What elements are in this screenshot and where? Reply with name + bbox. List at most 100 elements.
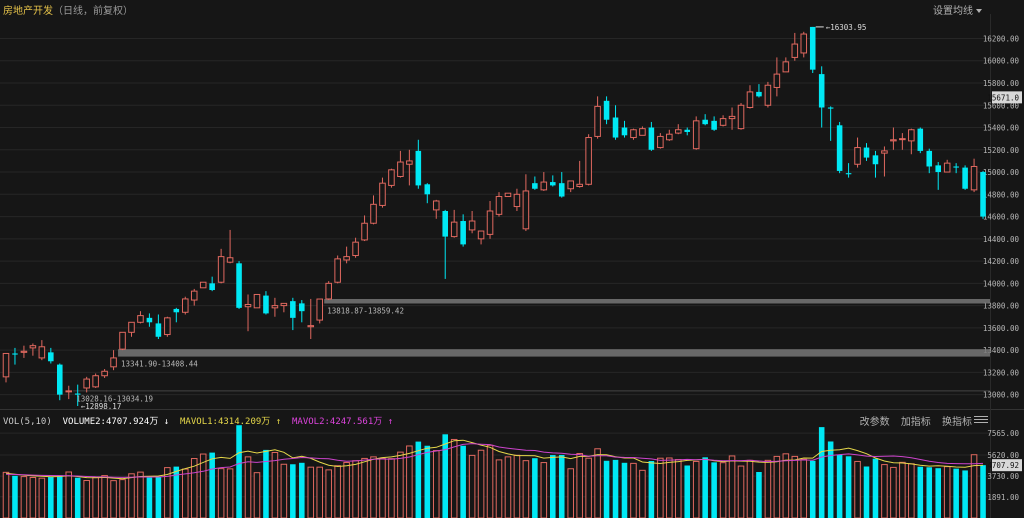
volume-tick-label: 7565.00 (987, 429, 1019, 438)
candle-body (737, 104, 745, 130)
candle-body (845, 173, 852, 175)
volume-bar (567, 468, 574, 518)
volume-bar (648, 461, 655, 518)
price-tick-label: 13400.00 (983, 346, 1020, 355)
candle-body (970, 165, 978, 191)
volume-bar (48, 477, 54, 518)
ma-settings-button[interactable]: 设置均线 (933, 2, 982, 17)
candle-body (550, 182, 556, 186)
volume-bar (737, 465, 745, 518)
chevron-down-icon (976, 9, 982, 13)
candle-body (12, 353, 18, 355)
candle-body (406, 160, 413, 165)
candle-body (424, 184, 431, 195)
volume-bar (970, 454, 978, 518)
volume-bar (881, 464, 888, 518)
volume-indicator-name[interactable]: VOL(5,10) (3, 417, 52, 427)
price-tick-label: 15600.00 (983, 101, 1020, 110)
volume-bar (65, 471, 73, 518)
volume-bar (442, 434, 448, 518)
candle-body (92, 375, 99, 388)
volume-bar (621, 462, 628, 518)
candle-body (612, 117, 619, 138)
volume-bar (657, 457, 664, 518)
volume-bar (800, 458, 808, 518)
volume-bar (236, 425, 242, 518)
candle-body (316, 298, 324, 321)
candle-body (899, 138, 906, 141)
volume-bar (926, 467, 933, 518)
volume-bar (334, 465, 341, 518)
add-indicator-button[interactable]: 加指标 (900, 417, 931, 428)
candle-body (953, 166, 959, 168)
candle-body (917, 128, 924, 151)
volume-bar (2, 471, 10, 518)
volume-bar (226, 468, 234, 518)
candle-body (711, 120, 717, 130)
candle-body (567, 180, 574, 190)
volume-bar (299, 462, 305, 518)
candle-body (674, 129, 682, 134)
volume-bar (684, 465, 691, 518)
edit-params-button[interactable]: 改参数 (859, 417, 890, 428)
candle-body (800, 33, 808, 54)
candle-body (881, 150, 888, 154)
candle-body (980, 172, 986, 217)
price-tick-label: 14400.00 (983, 235, 1020, 244)
price-tick-label: 15400.00 (983, 124, 1020, 133)
volume-bar (603, 460, 610, 518)
volume-bar (307, 466, 315, 518)
candle-body (217, 256, 225, 283)
candle-body (872, 155, 879, 165)
candle-body (836, 125, 843, 171)
volume-bar (532, 458, 538, 518)
candle-body (791, 43, 799, 58)
volume-bar (863, 466, 870, 518)
candle-body (746, 91, 754, 108)
volume-bar (460, 445, 466, 518)
price-tick-label: 14600.00 (983, 213, 1020, 222)
candle-body (415, 150, 422, 186)
candle-body (370, 203, 377, 224)
volume-bar (809, 460, 816, 518)
candle-body (38, 346, 46, 359)
volume-bar (845, 456, 852, 518)
volume-bar (890, 466, 897, 518)
volume-bar (316, 466, 324, 518)
volume-bar (432, 450, 440, 518)
volume-bar (594, 448, 601, 518)
candle-body (594, 105, 601, 137)
candle-body (863, 147, 870, 158)
volume-bar (872, 458, 879, 518)
candle-body (657, 135, 664, 149)
volume-bar (325, 469, 332, 518)
candle-body (101, 370, 108, 377)
candle-body (352, 241, 359, 257)
volume-bar (415, 441, 422, 518)
candle-body (603, 100, 610, 120)
candle-body (48, 352, 54, 362)
price-tick-label: 15200.00 (983, 146, 1020, 155)
volume-bar (468, 454, 476, 518)
candle-body (146, 317, 153, 323)
switch-indicator-button[interactable]: 换指标 (942, 417, 972, 428)
menu-icon[interactable] (974, 414, 988, 425)
volume-bar (791, 455, 799, 518)
candle-body (926, 150, 933, 167)
candle-body (119, 331, 126, 350)
volume-bar (702, 457, 708, 518)
candle-body (935, 165, 941, 173)
volume-bar (137, 471, 144, 518)
volume-bar (639, 469, 646, 518)
candle-body (522, 190, 530, 230)
volume-bar (980, 465, 986, 518)
volume-bar (379, 457, 386, 518)
gap-label: 13818.87-13859.42 (327, 307, 404, 316)
volume-bar (263, 449, 269, 518)
candle-body (343, 256, 350, 261)
volume-bar (585, 457, 592, 518)
volume-bar (746, 459, 754, 518)
price-tick-label: 13200.00 (983, 368, 1020, 377)
candle-body (532, 183, 538, 189)
